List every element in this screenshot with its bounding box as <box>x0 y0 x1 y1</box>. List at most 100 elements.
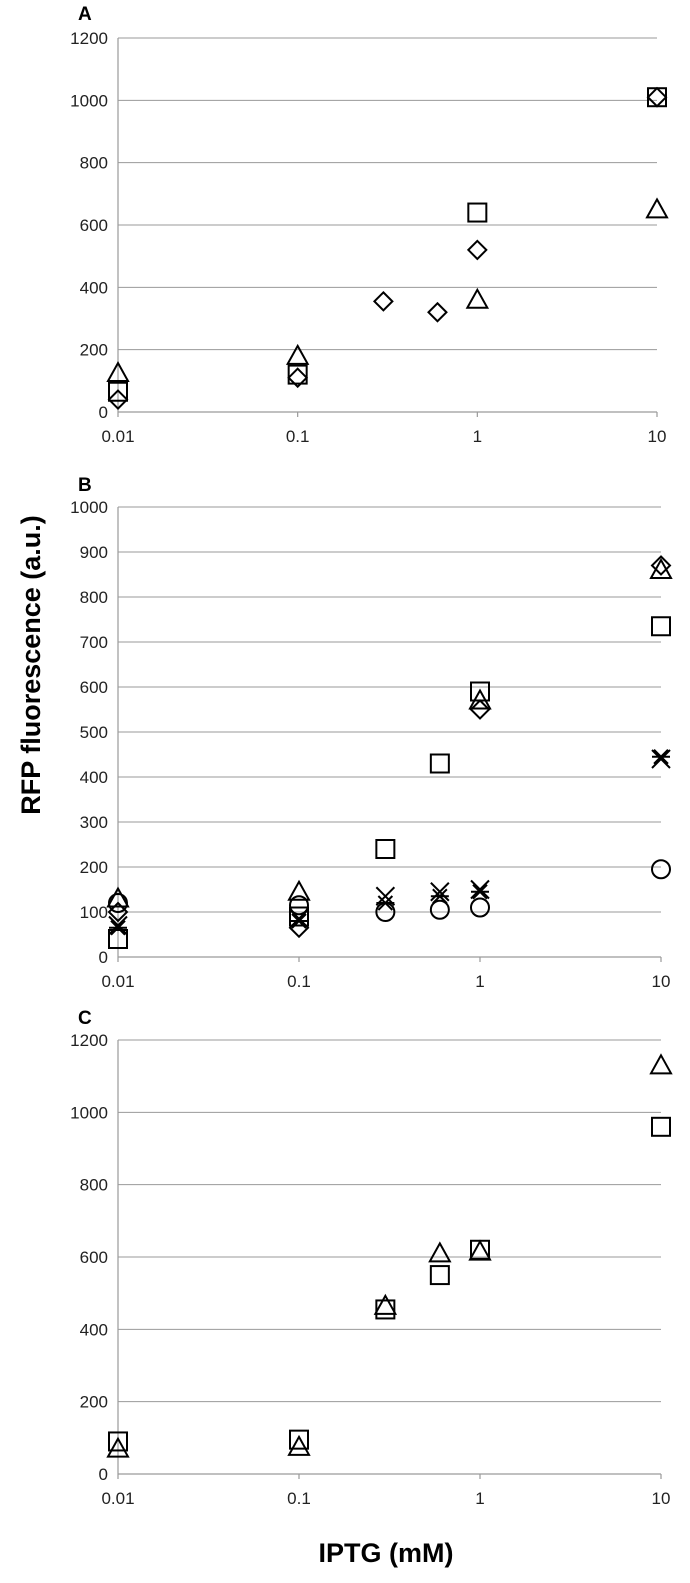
series-square <box>108 87 667 402</box>
y-tick-label: 100 <box>80 903 108 922</box>
triangle-marker <box>287 879 311 901</box>
y-tick-label: 1000 <box>70 498 108 517</box>
circle-marker <box>470 897 490 918</box>
x-tick-label: 0.01 <box>101 1489 134 1508</box>
x-tick-label: 0.1 <box>287 1489 311 1508</box>
series-square <box>108 1116 671 1452</box>
x-tick-label: 10 <box>652 1489 671 1508</box>
x-tick-label: 10 <box>648 427 667 446</box>
series-x <box>108 749 671 936</box>
square-marker <box>375 839 396 859</box>
square-marker <box>429 753 450 774</box>
x-tick-label: 1 <box>473 427 482 446</box>
triangle-marker <box>645 197 669 219</box>
x-tick-label: 10 <box>652 972 671 991</box>
y-tick-label: 600 <box>80 1248 108 1267</box>
triangle-marker <box>649 1053 673 1075</box>
chart-panel-c: C 0 200 400 600 800 1000 1200 0.01 0.1 1 10 <box>70 1008 673 1508</box>
triangle-marker <box>465 287 490 309</box>
series-triangle <box>106 197 669 383</box>
circle-marker <box>651 859 671 880</box>
chart-panel-a: A 0 200 400 600 800 1000 1200 0.01 0.1 1 10 <box>70 4 669 446</box>
y-tick-label: 600 <box>80 678 108 697</box>
y-axis-title: RFP fluorescence (a.u.) <box>16 515 46 815</box>
panel-label: C <box>78 1008 92 1029</box>
x-marker <box>108 915 128 936</box>
star-marker <box>471 884 489 900</box>
x-marker <box>430 882 450 902</box>
star-marker <box>290 913 308 929</box>
series-triangle <box>106 1053 673 1458</box>
panel-label: A <box>78 4 92 25</box>
y-tick-label: 1000 <box>70 1103 108 1122</box>
panel-label: B <box>78 475 92 496</box>
triangle-marker <box>428 1241 452 1263</box>
y-tick-label: 1000 <box>70 91 108 110</box>
square-marker <box>651 616 671 637</box>
y-tick-label: 900 <box>80 543 108 562</box>
x-tick-label: 0.01 <box>101 972 134 991</box>
y-tick-label: 300 <box>80 813 108 832</box>
y-tick-label: 600 <box>80 216 108 235</box>
x-marker <box>470 879 490 900</box>
triangle-marker <box>373 1293 398 1315</box>
diamond-marker <box>466 239 488 261</box>
y-tick-label: 1200 <box>70 1031 108 1050</box>
diamond-marker <box>469 699 491 720</box>
triangle-marker <box>285 343 310 365</box>
y-tick-label: 400 <box>80 1320 108 1339</box>
y-tick-label: 200 <box>80 858 108 877</box>
series-diamond <box>107 555 672 939</box>
y-tick-label: 0 <box>99 948 108 967</box>
star-marker <box>652 749 670 765</box>
x-tick-label: 0.1 <box>286 427 310 446</box>
square-marker <box>287 364 308 385</box>
x-tick-label: 1 <box>475 1489 484 1508</box>
square-marker <box>467 202 488 223</box>
y-tick-label: 400 <box>80 768 108 787</box>
y-tick-label: 0 <box>99 403 108 422</box>
x-axis-title: IPTG (mM) <box>319 1538 454 1568</box>
y-tick-label: 500 <box>80 723 108 742</box>
circle-marker <box>429 899 450 920</box>
diamond-marker <box>650 555 672 576</box>
y-tick-label: 1200 <box>70 29 108 48</box>
y-tick-label: 800 <box>80 154 108 173</box>
diamond-marker <box>107 389 129 410</box>
circle-marker <box>375 902 396 922</box>
circle-marker <box>108 893 128 913</box>
diamond-marker <box>646 86 668 108</box>
square-marker <box>108 1431 128 1452</box>
triangle-marker <box>468 688 492 710</box>
x-marker <box>651 749 671 769</box>
triangle-marker <box>468 1239 492 1261</box>
star-marker <box>109 920 127 936</box>
y-tick-label: 400 <box>80 278 108 297</box>
square-marker <box>289 1429 309 1450</box>
y-tick-label: 0 <box>99 1465 108 1484</box>
x-tick-label: 0.1 <box>287 972 311 991</box>
square-marker <box>375 1299 396 1320</box>
square-marker <box>429 1265 450 1286</box>
triangle-marker <box>649 557 673 579</box>
series-diamond <box>107 86 668 410</box>
series-circle <box>108 859 671 922</box>
triangle-marker <box>106 360 130 383</box>
series-square <box>108 616 671 949</box>
diamond-marker <box>372 290 394 312</box>
x-tick-label: 0.01 <box>101 427 134 446</box>
triangle-marker <box>106 1436 130 1458</box>
y-tick-label: 700 <box>80 633 108 652</box>
square-marker <box>647 87 667 108</box>
square-marker <box>108 381 128 402</box>
diamond-marker <box>287 367 309 389</box>
y-tick-label: 800 <box>80 588 108 607</box>
square-marker <box>470 681 490 702</box>
diamond-marker <box>427 301 448 323</box>
triangle-marker <box>106 886 130 908</box>
y-tick-label: 200 <box>80 341 108 360</box>
square-marker <box>289 906 309 927</box>
triangle-marker <box>287 1434 311 1456</box>
square-marker <box>108 929 128 949</box>
